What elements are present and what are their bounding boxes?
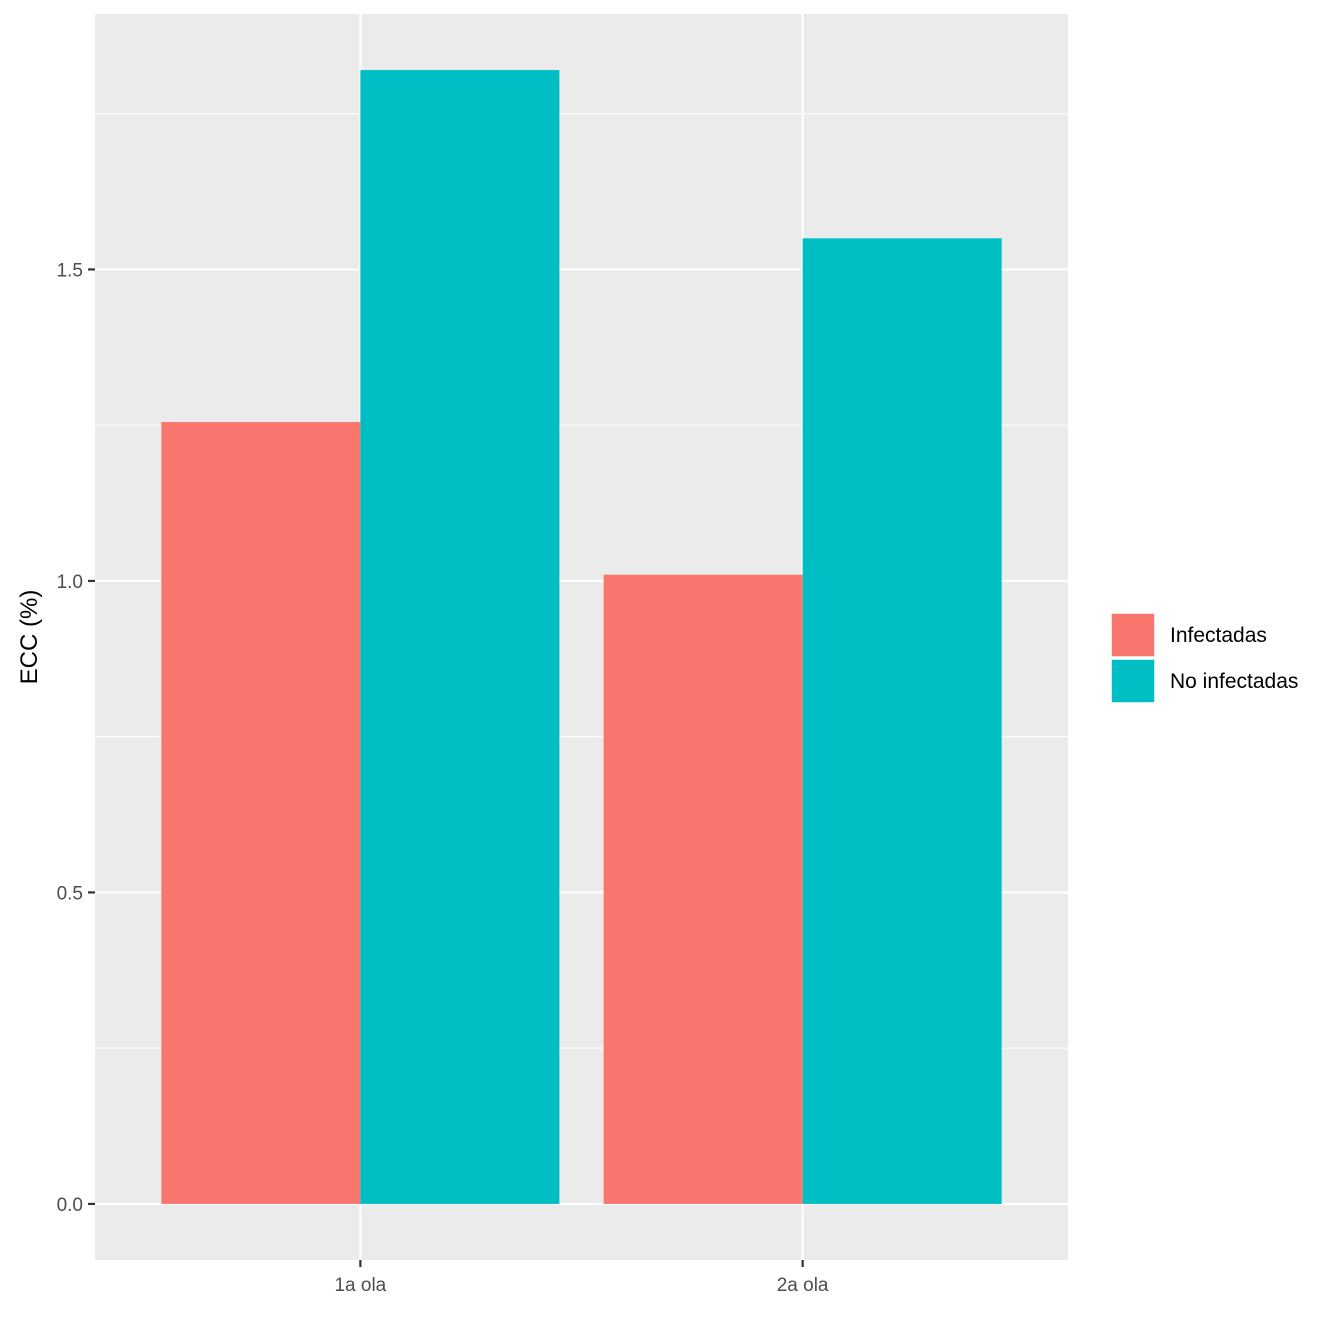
- legend-key: [1110, 658, 1156, 704]
- x-tick-labels: 1a ola 2a ola: [334, 1275, 828, 1296]
- legend-key: [1110, 612, 1156, 658]
- legend: Infectadas No infectadas: [1110, 612, 1298, 704]
- axis-ticks: [88, 268, 804, 1267]
- bar-no-infectadas-2: [802, 238, 1002, 1204]
- bar-infectadas-2: [603, 574, 803, 1204]
- y-tick-label: 0.0: [57, 1195, 83, 1216]
- y-tick-label: 1.0: [57, 572, 83, 593]
- x-tick-label: 1a ola: [334, 1275, 386, 1296]
- x-tick-label: 2a ola: [777, 1275, 829, 1296]
- y-tick-label: 1.5: [57, 260, 83, 281]
- bar-infectadas-1: [161, 422, 361, 1204]
- y-tick-label: 0.5: [57, 883, 83, 904]
- legend-label: Infectadas: [1170, 624, 1267, 647]
- y-tick-labels: 0.0 0.5 1.0 1.5: [57, 260, 83, 1216]
- legend-label: No infectadas: [1170, 670, 1298, 693]
- bars: [161, 70, 1002, 1204]
- y-axis-title: ECC (%): [16, 590, 43, 685]
- bar-no-infectadas-1: [360, 70, 560, 1204]
